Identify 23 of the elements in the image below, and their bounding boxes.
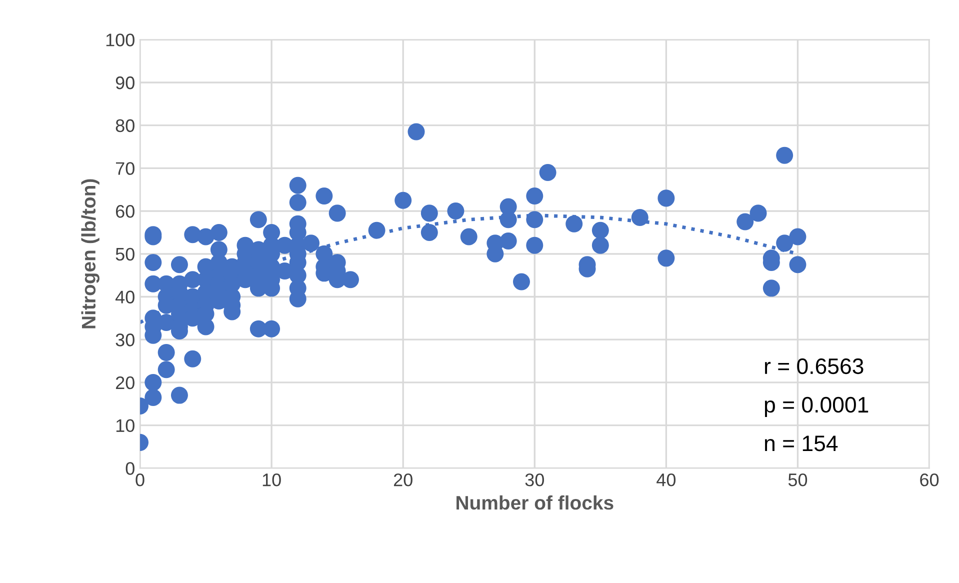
- y-tick-label: 10: [116, 419, 134, 432]
- x-tick-label: 50: [788, 473, 808, 486]
- y-tick-label: 40: [115, 290, 134, 304]
- y-tick-label: 100: [106, 34, 134, 46]
- y-tick-label: 30: [116, 334, 134, 346]
- y-tick-label: 60: [116, 204, 134, 218]
- x-tick-label: 60: [920, 473, 939, 486]
- x-tick-label: 20: [394, 473, 412, 486]
- y-tick-label: 20: [116, 376, 134, 390]
- y-tick-label: 90: [116, 76, 134, 90]
- y-tick-label: 50: [116, 248, 134, 261]
- annotation: n = 154: [765, 436, 838, 452]
- annotation: r = 0.6563: [765, 358, 864, 374]
- y-axis-title: Nitrogen (lb/ton): [81, 179, 100, 328]
- annotation: p = 0.0001: [764, 396, 868, 418]
- y-tick-label: 80: [116, 119, 134, 132]
- y-tick-label: 70: [116, 162, 134, 175]
- x-tick-label: 30: [525, 473, 544, 486]
- x-axis-title: Number of flocks: [456, 495, 614, 510]
- y-tick-label: 0: [126, 462, 134, 475]
- x-tick-label: 40: [656, 473, 676, 486]
- x-tick-label: 0: [136, 473, 144, 486]
- x-tick-label: 10: [262, 473, 281, 486]
